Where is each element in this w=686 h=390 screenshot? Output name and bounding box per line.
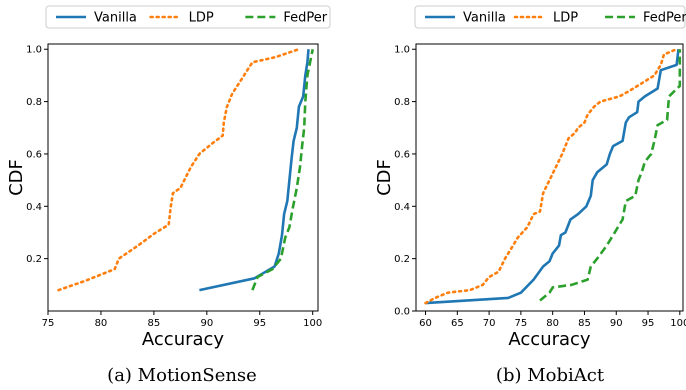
series-line-vanilla (199, 49, 310, 292)
legend-box (45, 5, 331, 29)
x-axis-label: Accuracy (142, 329, 225, 350)
x-tick-label: 85 (148, 318, 161, 329)
legend-box (414, 5, 686, 29)
legend-label-vanilla: Vanilla (94, 11, 137, 26)
x-tick-label: 90 (610, 318, 623, 329)
y-tick-label: 0.0 (394, 307, 410, 318)
subplot-caption: (a) MotionSense (107, 365, 257, 386)
y-tick-label: 0.6 (394, 149, 410, 160)
subplot-b: 60 65 70 75 80 85 90 95 100 0.0 0.2 0.4 0.6 0.8 1.0 Acc… (374, 5, 686, 386)
y-tick-label: 0.8 (26, 97, 42, 108)
series-line-ldp (57, 47, 301, 292)
subplot-caption: (b) MobiAct (496, 365, 605, 386)
x-tick-label: 100 (670, 318, 686, 329)
axes-frame (415, 43, 684, 312)
legend-label-fedper: FedPer (283, 11, 327, 26)
x-tick-label: 80 (95, 318, 108, 329)
y-tick-label: 0.4 (394, 202, 410, 213)
y-tick-label: 1.0 (26, 45, 42, 56)
series-line-fedper (539, 49, 682, 302)
y-tick-label: 0.6 (26, 149, 42, 160)
legend-label-ldp: LDP (189, 11, 214, 26)
legend: Vanilla LDP FedPer (45, 5, 331, 29)
x-tick-label: 85 (578, 318, 591, 329)
axes-frame (47, 43, 319, 312)
y-tick-label: 0.2 (394, 254, 410, 265)
y-tick-label: 0.8 (394, 97, 410, 108)
y-tick-label: 1.0 (394, 45, 410, 56)
x-tick-label: 75 (42, 318, 55, 329)
x-tick-label: 100 (303, 318, 322, 329)
legend-label-vanilla: Vanilla (463, 11, 506, 26)
series-line-fedper (251, 48, 314, 291)
y-tick-label: 0.2 (26, 254, 42, 265)
y-axis-label: CDF (374, 159, 395, 196)
legend-label-ldp: LDP (553, 11, 578, 26)
series-line-vanilla (425, 49, 680, 305)
series-line-ldp (424, 47, 678, 305)
y-axis-label: CDF (6, 159, 27, 196)
x-tick-label: 70 (483, 318, 496, 329)
x-tick-label: 95 (253, 318, 266, 329)
subplot-a: 75 80 85 90 95 100 0.2 0.4 0.6 0.8 1.0 Accuracy CDF V… (6, 5, 331, 386)
x-tick-label: 80 (546, 318, 559, 329)
x-tick-label: 60 (419, 318, 432, 329)
x-tick-label: 90 (200, 318, 213, 329)
x-tick-label: 95 (642, 318, 655, 329)
x-axis-label: Accuracy (508, 329, 591, 350)
x-tick-label: 75 (515, 318, 528, 329)
x-tick-label: 65 (451, 318, 464, 329)
legend-label-fedper: FedPer (643, 11, 686, 26)
y-tick-label: 0.4 (26, 202, 42, 213)
legend: Vanilla LDP FedPer (414, 5, 686, 29)
